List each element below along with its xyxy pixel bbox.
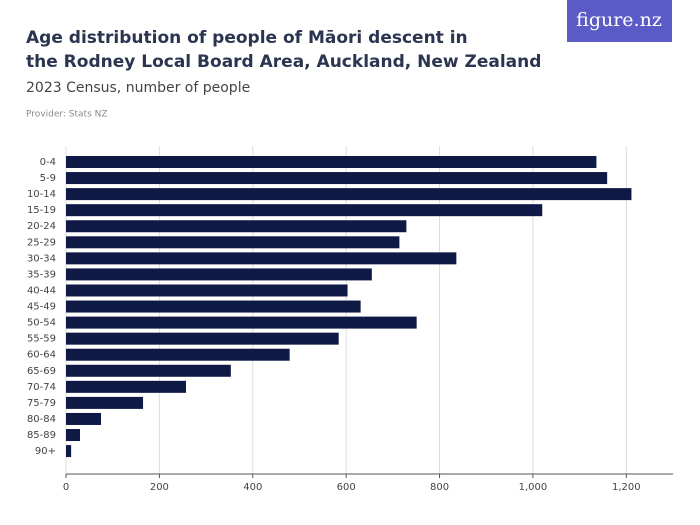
y-tick-label: 90+ (35, 446, 56, 457)
bar (66, 396, 144, 409)
y-tick-label: 20-24 (27, 221, 56, 232)
bar (66, 380, 186, 393)
logo: figure.nz (576, 9, 662, 31)
bar (66, 316, 417, 329)
y-tick-label: 25-29 (27, 237, 56, 248)
x-tick-label: 400 (243, 482, 262, 493)
bar (66, 412, 102, 425)
y-tick-label: 50-54 (27, 318, 56, 329)
y-tick-label: 65-69 (27, 366, 56, 377)
y-tick-label: 60-64 (27, 350, 56, 361)
bar (66, 348, 290, 361)
x-tick-label: 0 (63, 482, 69, 493)
bar (66, 156, 597, 168)
bar (66, 332, 339, 345)
bar (66, 300, 361, 313)
y-tick-label: 70-74 (27, 382, 56, 393)
y-tick-label: 0-4 (40, 157, 56, 168)
y-tick-label: 10-14 (27, 189, 56, 200)
x-tick-label: 1,200 (612, 482, 641, 493)
bar (66, 188, 632, 201)
x-tick-label: 200 (150, 482, 169, 493)
chart-title: the Rodney Local Board Area, Auckland, N… (26, 52, 541, 72)
y-tick-label: 55-59 (27, 334, 56, 345)
bar (66, 284, 348, 297)
y-tick-label: 5-9 (40, 173, 56, 184)
bar (66, 429, 81, 442)
chart-title: Age distribution of people of Māori desc… (26, 28, 468, 48)
provider: Provider: Stats NZ (26, 110, 108, 120)
y-tick-label: 30-34 (27, 253, 56, 264)
y-tick-label: 80-84 (27, 414, 56, 425)
y-tick-label: 85-89 (27, 430, 56, 441)
bar (66, 364, 231, 377)
subtitle: 2023 Census, number of people (26, 80, 250, 96)
bar (66, 268, 372, 281)
y-tick-label: 35-39 (27, 269, 56, 280)
bar (66, 204, 543, 217)
x-tick-label: 800 (430, 482, 449, 493)
bar (66, 252, 457, 265)
x-tick-label: 1,000 (519, 482, 548, 493)
bar (66, 172, 608, 185)
bar (66, 236, 400, 249)
x-tick-label: 600 (337, 482, 356, 493)
bar (66, 445, 72, 458)
y-tick-label: 40-44 (27, 285, 56, 296)
y-tick-label: 75-79 (27, 398, 56, 409)
y-tick-label: 45-49 (27, 302, 56, 313)
bar (66, 220, 407, 233)
y-tick-label: 15-19 (27, 205, 56, 216)
logo-box (567, 0, 672, 42)
